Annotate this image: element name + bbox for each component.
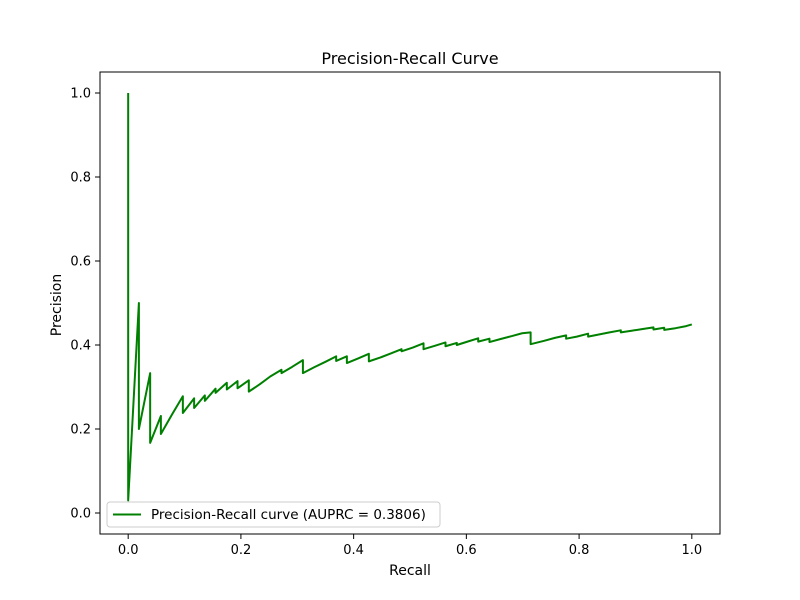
legend: Precision-Recall curve (AUPRC = 0.3806) xyxy=(106,501,441,528)
y-tick-label: 0.2 xyxy=(70,423,91,438)
legend-box xyxy=(106,501,441,528)
x-tick-label: 0.2 xyxy=(231,543,252,558)
x-tick-label: 0.0 xyxy=(118,543,139,558)
x-tick-label: 0.8 xyxy=(569,543,590,558)
x-tick-label: 0.4 xyxy=(343,543,364,558)
y-tick-label: 0.8 xyxy=(70,171,91,186)
x-tick-label: 0.6 xyxy=(456,543,477,558)
chart-title: Precision-Recall Curve xyxy=(321,49,498,68)
y-tick-label: 0.6 xyxy=(70,255,91,270)
x-axis-title: Recall xyxy=(389,563,431,579)
legend-entry-label: Precision-Recall curve (AUPRC = 0.3806) xyxy=(151,507,426,523)
series-line-0 xyxy=(127,93,693,502)
y-tick-label: 0.0 xyxy=(70,507,91,522)
x-tick-label: 1.0 xyxy=(681,543,702,558)
plot-frame xyxy=(99,71,721,535)
y-tick-label: 0.4 xyxy=(70,339,91,354)
plot-area: 0.0 0.2 0.4 0.6 0.8 1.0 0.0 0.2 0.4 0.6 0.8 1.0 xyxy=(70,71,721,558)
y-axis-title: Precision xyxy=(49,274,65,336)
y-tick-label: 1.0 xyxy=(70,87,91,102)
